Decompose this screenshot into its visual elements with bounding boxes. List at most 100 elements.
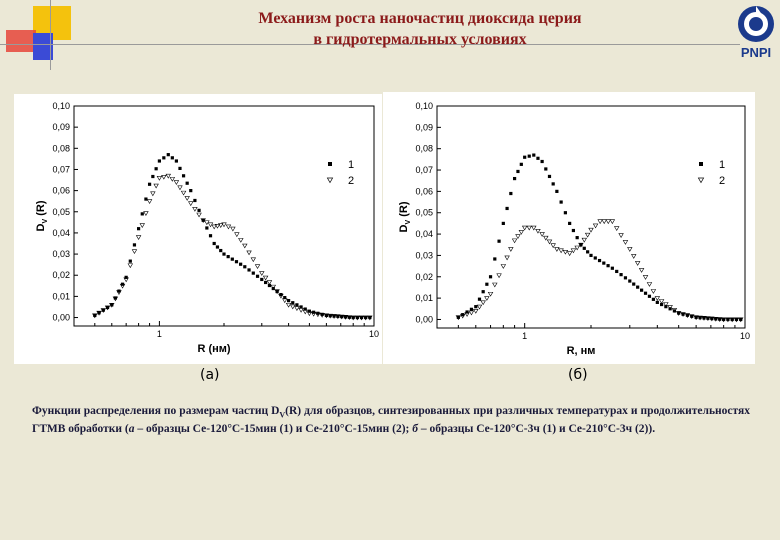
data-point-series-1: [178, 166, 182, 171]
data-point-series-2: [259, 271, 265, 276]
data-point-series-1: [497, 239, 501, 243]
data-point-series-1: [655, 300, 659, 304]
data-point-series-2: [680, 312, 686, 317]
data-point-series-2: [480, 300, 486, 306]
data-point-series-2: [131, 249, 138, 255]
data-point-series-1: [527, 154, 531, 158]
data-point-series-1: [619, 273, 623, 277]
data-point-series-1: [536, 156, 540, 160]
data-point-series-1: [739, 317, 743, 322]
data-point-series-2: [627, 247, 633, 252]
data-point-series-1: [267, 283, 272, 288]
data-point-series-2: [597, 219, 603, 225]
data-point-series-2: [697, 315, 703, 321]
data-point-series-2: [476, 304, 483, 310]
data-point-series-2: [546, 239, 553, 245]
y-tick-label: 0,06: [415, 186, 433, 196]
data-point-series-1: [260, 277, 264, 282]
data-point-series-1: [575, 236, 579, 240]
data-point-series-2: [109, 302, 115, 308]
data-point-series-2: [139, 223, 145, 228]
data-point-series-1: [226, 255, 230, 259]
data-point-series-2: [642, 275, 649, 280]
data-point-series-1: [137, 227, 141, 231]
x-axis-label: R (нм): [197, 343, 230, 355]
y-tick-label: 0,05: [415, 208, 433, 218]
data-point-series-1: [340, 315, 344, 319]
data-point-series-1: [523, 155, 527, 159]
data-point-series-1: [166, 153, 170, 157]
data-point-series-2: [539, 232, 545, 237]
data-point-series-2: [262, 275, 269, 281]
data-point-series-1: [185, 181, 189, 185]
data-point-series-1: [643, 291, 648, 295]
data-point-series-1: [140, 212, 144, 216]
data-point-series-2: [221, 222, 227, 228]
data-point-series-2: [554, 247, 560, 252]
data-point-series-2: [496, 273, 502, 279]
data-point-series-2: [319, 312, 325, 318]
data-point-series-1: [264, 280, 268, 285]
data-point-series-2: [733, 317, 740, 323]
data-point-series-1: [307, 309, 311, 313]
deco-red-square: [6, 30, 36, 52]
data-point-series-1: [157, 159, 161, 163]
data-point-series-2: [173, 180, 180, 185]
data-point-series-1: [247, 268, 251, 272]
data-point-series-2: [306, 311, 313, 317]
chart-a: 0,00 0,01 0,02 0,03 0,04 0,05 0,06 0,07 0,08 0,09…: [35, 101, 379, 355]
data-point-series-1: [230, 257, 234, 261]
data-point-series-1: [597, 258, 602, 263]
data-point-series-2: [584, 232, 591, 238]
data-point-series-1: [615, 269, 619, 274]
data-point-series-1: [722, 317, 726, 322]
y-tick-label: 0,10: [415, 101, 433, 111]
data-point-series-2: [473, 309, 479, 314]
data-point-series-2: [278, 293, 284, 299]
data-point-series-1: [481, 290, 485, 294]
data-point-series-1: [162, 156, 166, 160]
data-point-series-2: [266, 280, 273, 285]
data-point-series-1: [351, 315, 355, 320]
data-point-series-1: [332, 314, 336, 318]
data-point-series-2: [143, 211, 149, 216]
data-point-series-2: [218, 223, 224, 228]
data-point-series-1: [291, 301, 295, 305]
y-tick-label: 0,08: [415, 144, 433, 154]
y-axis-label: DV (R): [398, 201, 412, 232]
data-point-series-1: [559, 200, 563, 204]
data-point-series-2: [112, 296, 119, 302]
data-point-series-2: [618, 233, 624, 238]
data-point-series-1: [532, 153, 536, 157]
data-point-series-2: [214, 223, 221, 229]
y-tick-label: 0,00: [52, 313, 70, 323]
data-point-series-1: [610, 266, 614, 270]
data-point-series-2: [156, 176, 163, 181]
data-point-series-1: [239, 262, 243, 266]
x-axis-label: R, нм: [567, 345, 596, 357]
data-point-series-1: [639, 288, 644, 292]
data-point-series-1: [509, 191, 513, 196]
data-point-series-2: [146, 199, 153, 204]
data-point-series-2: [270, 284, 277, 290]
data-point-series-2: [346, 315, 353, 321]
data-point-series-2: [716, 317, 723, 322]
data-point-series-1: [303, 307, 307, 311]
data-point-series-2: [504, 255, 510, 261]
data-point-series-1: [488, 275, 493, 279]
data-point-series-1: [681, 312, 685, 316]
data-point-series-1: [368, 315, 372, 320]
data-point-series-1: [501, 221, 505, 226]
data-point-series-2: [701, 316, 707, 321]
data-point-series-1: [105, 305, 110, 310]
data-point-series-2: [92, 313, 98, 319]
y-tick-label: 0,09: [415, 122, 433, 132]
y-tick-label: 0,02: [52, 270, 70, 280]
data-point-series-2: [667, 305, 673, 310]
y-tick-label: 0,07: [52, 164, 70, 174]
data-point-series-2: [123, 277, 129, 283]
subfigure-label-a: (а): [200, 367, 220, 383]
data-point-series-2: [515, 234, 521, 240]
data-point-series-1: [324, 313, 328, 318]
y-tick-label: 0,00: [415, 314, 433, 324]
